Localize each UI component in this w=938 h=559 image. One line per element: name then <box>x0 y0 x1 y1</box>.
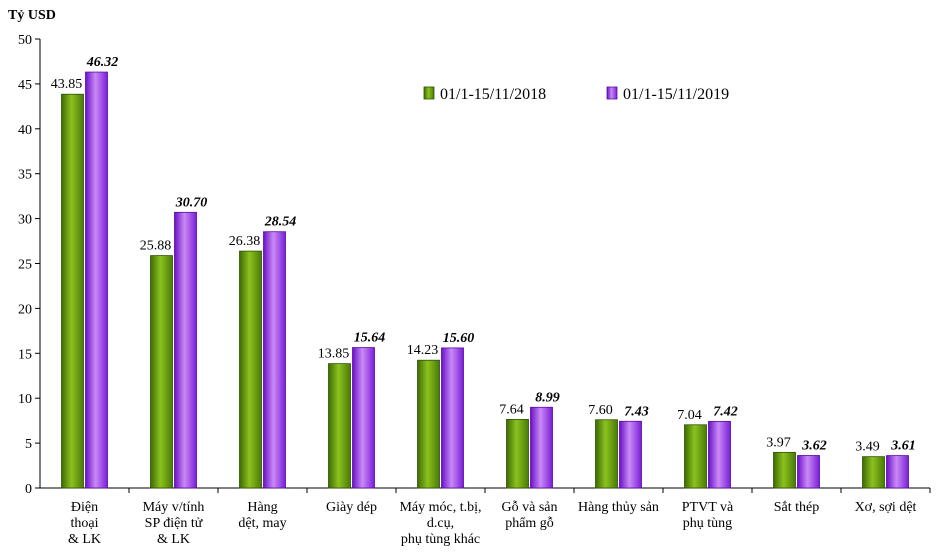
bar-2018 <box>417 359 440 489</box>
bar-2019 <box>797 455 820 489</box>
category-label-line: & LK <box>157 532 190 547</box>
category-label-line: Gỗ và sản <box>502 500 558 515</box>
y-tick-label: 10 <box>18 392 32 407</box>
bar-2018 <box>684 424 707 489</box>
bar-2018 <box>862 456 885 489</box>
value-label-2019: 7.42 <box>713 404 738 419</box>
y-tick-label: 25 <box>18 258 32 273</box>
category-label: Máy móc, t.bị, d.cụ, phụ tùng khác <box>399 500 481 547</box>
bar-2019 <box>85 71 108 489</box>
bar-2019 <box>352 347 375 489</box>
category-label-line: Sắt thép <box>774 500 820 515</box>
value-label-2018: 3.97 <box>766 435 791 450</box>
value-label-2018: 26.38 <box>229 234 261 249</box>
y-tick-label: 15 <box>18 347 32 362</box>
y-tick-label: 20 <box>18 302 32 317</box>
category-label-line: thoại <box>71 516 99 531</box>
value-label-2018: 7.64 <box>499 402 524 417</box>
legend: 01/1-15/11/2018 01/1-15/11/2019 <box>423 86 729 103</box>
category-label: Gỗ và sản phẩm gỗ <box>502 500 558 531</box>
y-tick-label: 45 <box>18 78 32 93</box>
legend-label: 01/1-15/11/2019 <box>623 86 729 103</box>
value-label-2018: 25.88 <box>140 239 172 254</box>
category-label-line: dệt, may <box>238 516 286 531</box>
y-tick-label: 50 <box>18 33 32 48</box>
y-tick-label: 0 <box>25 482 32 497</box>
category-label-line: PTVT và <box>682 500 734 515</box>
value-label-2019: 28.54 <box>264 215 297 230</box>
legend-swatch <box>606 86 618 100</box>
value-label-2019: 15.60 <box>443 331 475 346</box>
category-label-line: Máy v/tính <box>143 500 205 515</box>
value-label-2018: 7.04 <box>677 408 702 423</box>
bar-2019 <box>619 420 642 489</box>
y-tick-label: 30 <box>18 213 32 228</box>
category-label-line: Xơ, sợi dệt <box>855 500 917 515</box>
value-label-2018: 3.49 <box>855 440 880 455</box>
category-label-line: phẩm gỗ <box>505 516 554 531</box>
legend-swatch <box>423 86 435 100</box>
value-label-2019: 3.62 <box>801 438 827 453</box>
value-label-2018: 43.85 <box>51 77 83 92</box>
bar-2018 <box>595 419 618 489</box>
y-tick-label: 35 <box>18 168 32 183</box>
category-label-line: Hàng thủy sản <box>578 500 659 515</box>
bar-2018 <box>239 250 262 489</box>
value-label-2019: 30.70 <box>175 195 208 210</box>
value-label-2019: 15.64 <box>354 331 386 346</box>
bar-2019 <box>441 347 464 489</box>
category-label: Giày dép <box>326 500 377 515</box>
value-label-2019: 8.99 <box>535 390 560 405</box>
category-label: Điện thoại & LK <box>68 500 101 547</box>
bar-2019 <box>886 455 909 489</box>
category-label: Máy v/tính SP điện tử & LK <box>143 500 205 547</box>
category-label: Xơ, sợi dệt <box>855 500 917 515</box>
category-label-line: phụ tùng khác <box>401 532 480 547</box>
bar-2019 <box>263 231 286 489</box>
y-tick-label: 40 <box>18 123 32 138</box>
legend-label: 01/1-15/11/2018 <box>440 86 546 103</box>
y-axis-unit-label: Tỷ USD <box>8 8 56 23</box>
bar-2019 <box>530 406 553 489</box>
value-label-2019: 3.61 <box>890 439 916 454</box>
category-label-line: Giày dép <box>326 500 377 515</box>
category-label: PTVT và phụ tùng <box>682 500 734 531</box>
bar-2018 <box>506 418 529 489</box>
category-label-line: d.cụ, <box>427 516 454 531</box>
category-label-line: & LK <box>68 532 101 547</box>
bar-2018 <box>61 93 84 489</box>
value-label-2018: 7.60 <box>588 403 613 418</box>
category-label: Hàng dệt, may <box>238 500 286 531</box>
category-label-line: Điện <box>71 500 98 515</box>
bar-2018 <box>150 255 173 489</box>
category-label-line: phụ tùng <box>683 516 732 531</box>
bar-2019 <box>174 211 197 489</box>
bar-2018 <box>328 363 351 489</box>
bar-2019 <box>708 420 731 489</box>
category-label-line: Hàng <box>247 500 277 515</box>
value-label-2018: 14.23 <box>407 343 439 358</box>
value-label-2018: 13.85 <box>318 347 350 362</box>
bars <box>61 71 909 489</box>
bar-2018 <box>773 451 796 489</box>
value-label-2019: 46.32 <box>86 55 119 70</box>
value-label-2019: 7.43 <box>624 404 649 419</box>
category-label-line: SP điện tử <box>145 516 203 531</box>
category-label: Sắt thép <box>774 500 820 515</box>
category-label-line: Máy móc, t.bị, <box>399 500 481 515</box>
category-label: Hàng thủy sản <box>578 500 659 515</box>
y-tick-label: 5 <box>25 437 32 452</box>
